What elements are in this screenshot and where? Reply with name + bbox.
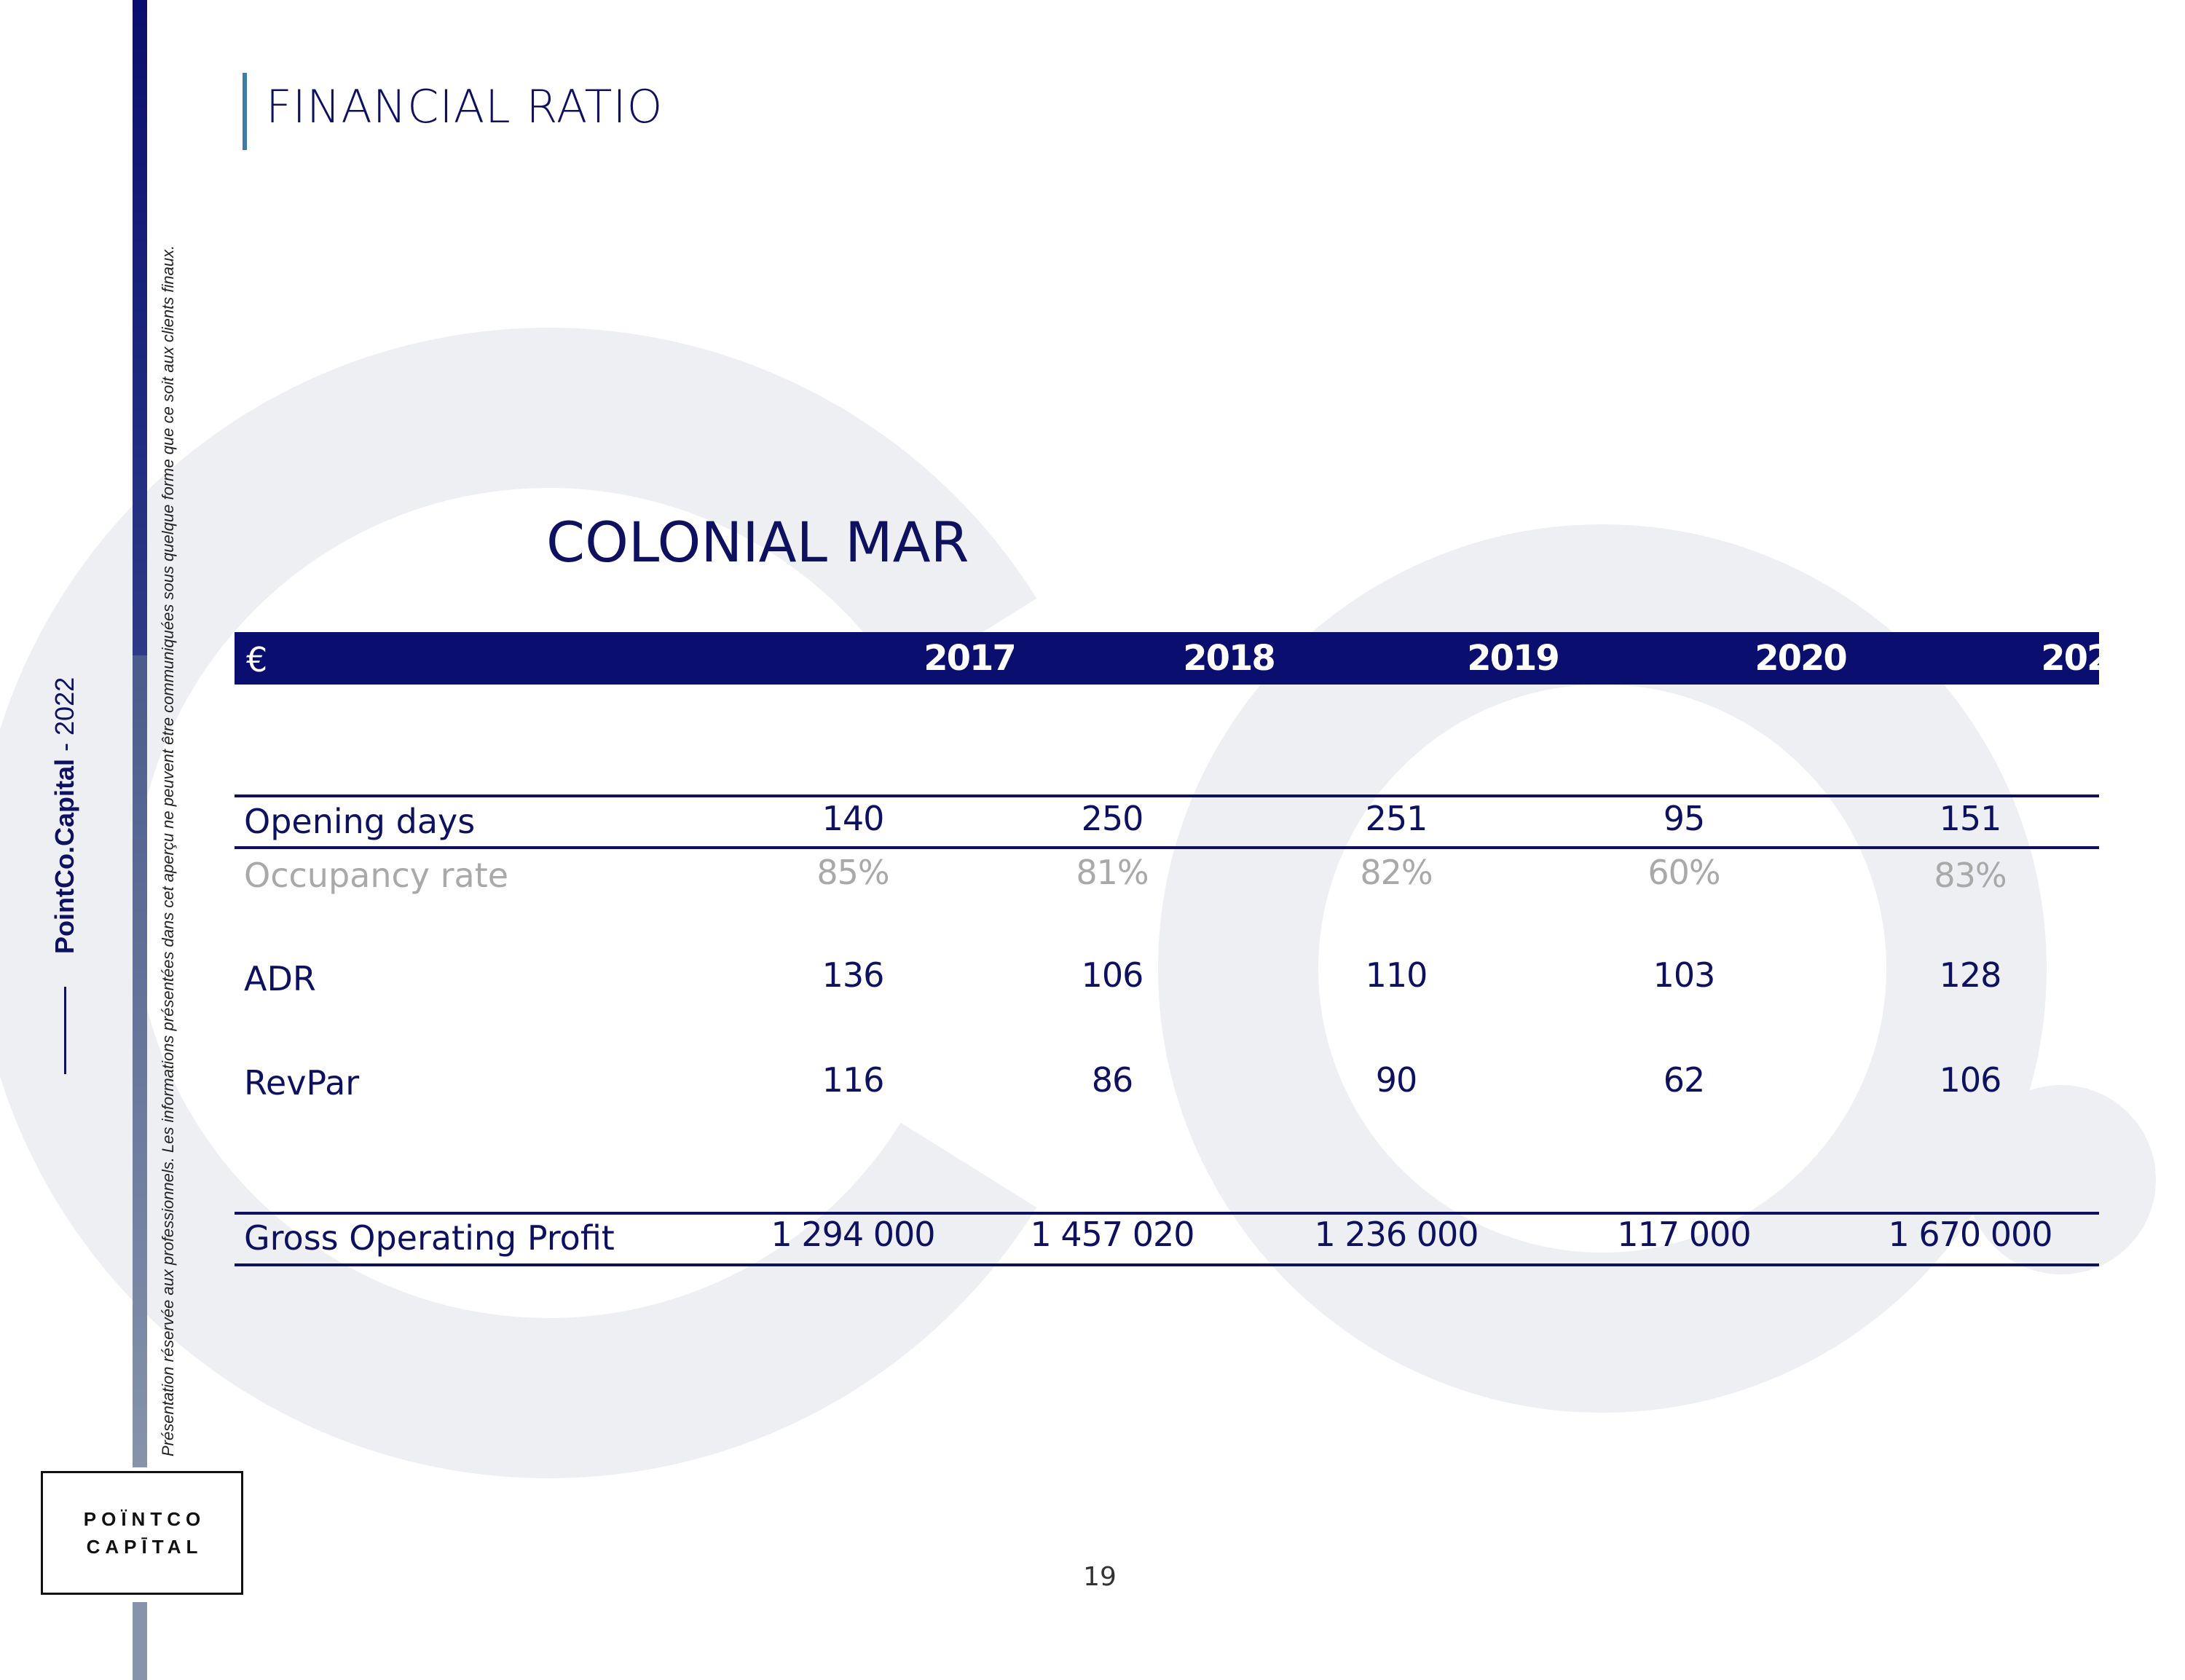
- cell-adr-2021: 128: [1939, 955, 2002, 995]
- title-accent-bar: [243, 73, 247, 150]
- table-rule-opening: [235, 846, 2099, 849]
- table-rule-top: [235, 794, 2099, 797]
- brand-vertical: PointCo.Capital - 2022: [50, 590, 80, 954]
- cell-gop-2021: 1 670 000: [1888, 1215, 2052, 1254]
- cell-occupancy-2017: 85%: [816, 853, 889, 892]
- currency-label: €: [246, 640, 268, 679]
- cell-revpar-2017: 116: [822, 1060, 885, 1100]
- year-header-2017: 2017: [924, 638, 1017, 679]
- disclaimer-text: Présentation réservée aux professionnels…: [159, 245, 177, 1456]
- brand-year: 2022: [50, 677, 79, 736]
- cell-revpar-2019: 90: [1375, 1060, 1418, 1100]
- cell-gop-2020: 117 000: [1617, 1215, 1751, 1254]
- cell-occupancy-2019: 82%: [1360, 853, 1433, 892]
- row-label-revpar: RevPar: [244, 1063, 360, 1103]
- brand-separator: -: [50, 742, 79, 752]
- year-header-2020: 2020: [1755, 638, 1848, 679]
- cell-adr-2017: 136: [822, 955, 885, 995]
- table-header: € 2017 2018 2019 2020 2021: [235, 632, 2134, 685]
- cell-gop-2017: 1 294 000: [771, 1215, 935, 1254]
- page-title: FINANCIAL RATIO: [266, 80, 664, 133]
- year-header-2021: 2021: [2041, 638, 2134, 679]
- cell-gop-2018: 1 457 020: [1030, 1215, 1194, 1254]
- page-number: 19: [1083, 1562, 1117, 1592]
- cell-opening-days-2021: 151: [1939, 799, 2002, 838]
- row-label-occupancy-rate: Occupancy rate: [244, 856, 509, 895]
- cell-revpar-2021: 106: [1939, 1060, 2002, 1100]
- table-rule-bottom: [235, 1263, 2099, 1266]
- cell-gop-2019: 1 236 000: [1314, 1215, 1479, 1254]
- cell-adr-2018: 106: [1081, 955, 1144, 995]
- cell-occupancy-2018: 81%: [1076, 853, 1149, 892]
- cell-adr-2019: 110: [1365, 955, 1428, 995]
- row-label-gross-operating-profit: Gross Operating Profit: [244, 1218, 615, 1258]
- sidebar-accent-bar-lower: [133, 655, 147, 1467]
- cell-opening-days-2017: 140: [822, 799, 885, 838]
- brand-underline: [64, 987, 66, 1074]
- brand-name: PointCo.Capital: [50, 759, 79, 954]
- hotel-name: COLONIAL MAR: [546, 510, 969, 575]
- logo-line-1: POÏNTCO: [83, 1508, 206, 1530]
- cell-occupancy-2020: 60%: [1647, 853, 1720, 892]
- cell-adr-2020: 103: [1653, 955, 1716, 995]
- year-header-2018: 2018: [1183, 638, 1276, 679]
- cell-occupancy-2021: 83%: [1934, 856, 2007, 895]
- cell-revpar-2018: 86: [1091, 1060, 1134, 1100]
- cell-opening-days-2018: 250: [1081, 799, 1144, 838]
- table-rule-gop-top: [235, 1212, 2099, 1215]
- cell-revpar-2020: 62: [1663, 1060, 1706, 1100]
- year-header-2019: 2019: [1467, 638, 1560, 679]
- row-label-adr: ADR: [244, 959, 316, 998]
- cell-opening-days-2019: 251: [1365, 799, 1428, 838]
- sidebar-accent-bar: [133, 0, 147, 655]
- cell-opening-days-2020: 95: [1663, 799, 1706, 838]
- company-logo: POÏNTCO CAPĪTAL: [41, 1471, 243, 1595]
- sidebar-accent-bar-bottom: [133, 1602, 147, 1680]
- row-label-opening-days: Opening days: [244, 802, 476, 841]
- logo-line-2: CAPĪTAL: [86, 1536, 203, 1558]
